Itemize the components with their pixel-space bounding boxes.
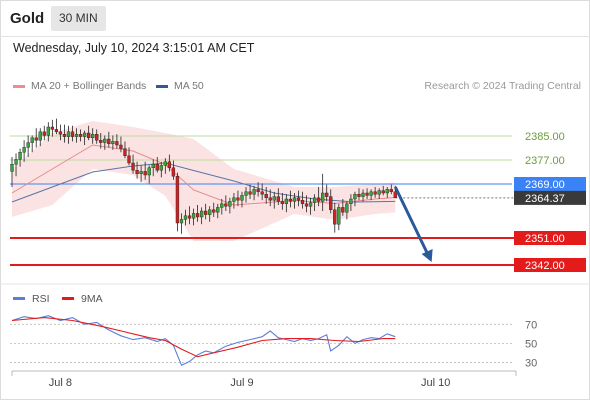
top-bar: Gold 30 MIN <box>0 0 590 37</box>
timeframe-badge[interactable]: 30 MIN <box>51 6 106 31</box>
legend-label-bollinger: MA 20 + Bollinger Bands <box>31 80 147 92</box>
legend-label-ma50: MA 50 <box>174 80 204 92</box>
legend-item-bollinger: MA 20 + Bollinger Bands <box>13 80 146 92</box>
legend-swatch-ma50 <box>156 84 168 88</box>
research-credit: Research © 2024 Trading Central <box>424 80 581 92</box>
legend-swatch-bollinger <box>13 84 25 88</box>
chart-datetime: Wednesday, July 10, 2024 3:15:01 AM CET <box>13 41 255 55</box>
legend-item-ma50: MA 50 <box>156 80 204 92</box>
symbol-title: Gold <box>10 10 45 27</box>
